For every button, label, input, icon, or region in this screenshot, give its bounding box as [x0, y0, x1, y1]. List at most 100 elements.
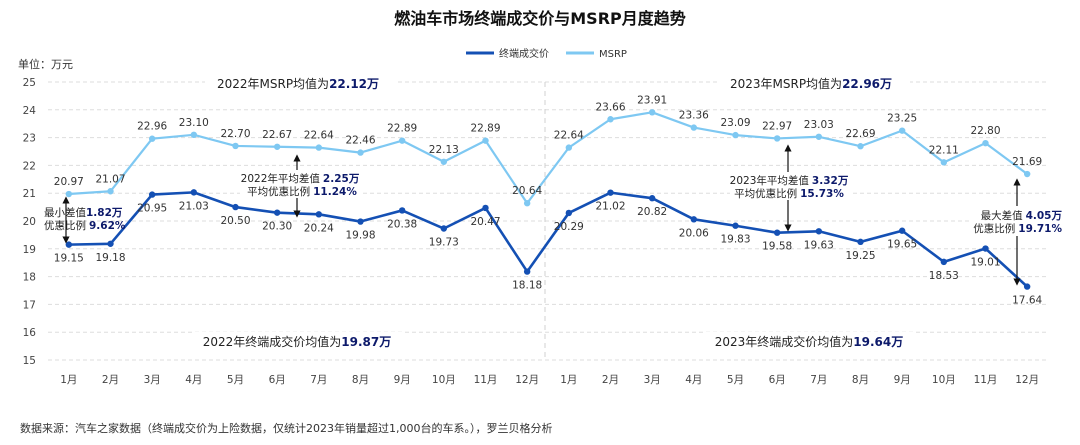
label-msrp-4: 22.70	[220, 128, 250, 140]
x-tick-label-1: 2月	[102, 374, 119, 386]
label-price-23: 17.64	[1012, 295, 1042, 307]
label-msrp-22: 22.80	[970, 125, 1000, 137]
point-price-9	[440, 225, 448, 232]
label-price-1: 19.18	[95, 252, 125, 264]
label-price-11: 18.18	[512, 280, 542, 292]
label-msrp-3: 23.10	[179, 117, 209, 129]
label-msrp-17: 22.97	[762, 120, 792, 132]
y-unit-label: 单位：万元	[18, 57, 73, 71]
x-tick-label-9: 10月	[432, 374, 456, 386]
label-price-3: 21.03	[179, 200, 209, 212]
point-price-16	[732, 222, 739, 229]
source-note: 数据来源：汽车之家数据（终端成交价为上险数据，仅统计2023年销量超过1,000…	[20, 421, 552, 435]
point-msrp-17	[773, 135, 781, 142]
x-tick-label-18: 7月	[810, 374, 827, 386]
point-msrp-16	[732, 131, 739, 139]
data-labels: 19.15 19.18 20.95 21.03 20.50 20.30 20.24 19.98…	[54, 94, 1043, 306]
point-price-22	[982, 245, 989, 252]
min-gap-line2: 优惠比例 9.62%	[44, 219, 126, 232]
label-price-6: 20.24	[304, 222, 334, 234]
x-tick-label-23: 12月	[1015, 374, 1039, 386]
avg-2022-line1: 2022年平均差值 2.25万	[241, 172, 360, 185]
label-price-16: 19.83	[720, 234, 750, 246]
avg-2022-line2: 平均优惠比例 11.24%	[247, 185, 357, 198]
point-msrp-15	[690, 124, 698, 131]
label-msrp-11: 20.64	[512, 185, 542, 197]
x-tick-label-4: 5月	[227, 374, 244, 386]
label-msrp-12: 22.64	[554, 130, 584, 142]
label-price-18: 19.63	[804, 239, 834, 251]
legend-label-msrp: MSRP	[599, 49, 627, 60]
band-bg-msrp-2022	[205, 74, 395, 92]
series-line-price	[68, 191, 1029, 288]
label-price-13: 21.02	[595, 201, 625, 213]
label-price-9: 19.73	[429, 237, 459, 249]
band-msrp-2023: 2023年MSRP均值为22.96万	[730, 76, 892, 91]
x-tick-label-5: 6月	[269, 374, 286, 386]
point-msrp-6	[315, 144, 323, 151]
point-price-12	[565, 209, 573, 217]
label-msrp-0: 20.97	[54, 176, 84, 188]
band-bg-price-2023	[705, 332, 915, 350]
label-price-10: 20.47	[470, 216, 500, 228]
label-price-14: 20.82	[637, 206, 667, 218]
label-msrp-6: 22.64	[304, 130, 334, 142]
y-tick-label-8: 23	[23, 133, 36, 145]
point-price-20	[898, 227, 906, 234]
label-msrp-19: 22.69	[845, 128, 875, 140]
point-msrp-23	[1023, 170, 1031, 178]
x-tick-label-3: 4月	[185, 374, 202, 386]
point-msrp-19	[857, 143, 864, 150]
label-msrp-23: 21.69	[1012, 156, 1042, 168]
x-tick-label-2: 3月	[144, 374, 161, 386]
max-gap-bg	[972, 206, 1068, 236]
avg-2022-bg	[240, 170, 360, 198]
point-price-17	[773, 229, 781, 236]
chart-title: 燃油车市场终端成交价与MSRP月度趋势	[394, 9, 686, 28]
band-bg-msrp-2023	[720, 74, 910, 92]
band-price-2022: 2022年终端成交价均值为19.87万	[203, 334, 392, 349]
label-msrp-15: 23.36	[679, 110, 709, 122]
x-tick-label-6: 7月	[310, 374, 327, 386]
legend-label-price: 终端成交价	[499, 47, 549, 60]
point-price-1	[107, 240, 114, 247]
point-price-23	[1023, 283, 1031, 290]
point-price-11	[523, 268, 531, 275]
y-tick-label-6: 21	[23, 188, 36, 200]
point-price-19	[857, 238, 864, 246]
label-price-8: 20.38	[387, 218, 417, 230]
y-tick-label-7: 22	[23, 160, 36, 172]
label-price-20: 19.65	[887, 239, 917, 251]
label-msrp-10: 22.89	[470, 123, 500, 135]
label-price-0: 19.15	[54, 253, 84, 265]
y-tick-label-0: 15	[23, 355, 36, 367]
y-tick-label-1: 16	[23, 327, 37, 339]
x-axis-ticks: 1月 2月 3月 4月 5月 6月 7月 8月 9月 10月 11月 12月 1月 2月 3月 4月 5月 6月 7…	[60, 374, 1039, 386]
point-price-6	[315, 211, 323, 218]
label-price-4: 20.50	[220, 215, 250, 227]
point-price-7	[357, 218, 364, 225]
x-tick-label-17: 6月	[769, 374, 786, 386]
label-msrp-1: 21.07	[95, 173, 125, 185]
point-msrp-13	[607, 116, 614, 123]
x-tick-label-22: 11月	[974, 374, 998, 386]
point-msrp-3	[190, 131, 198, 139]
x-tick-label-15: 4月	[685, 374, 702, 386]
label-price-22: 19.01	[970, 257, 1000, 269]
point-msrp-20	[898, 127, 906, 134]
band-price-2023: 2023年终端成交价均值为19.64万	[715, 334, 904, 349]
point-price-2	[148, 191, 156, 198]
y-tick-label-9: 24	[23, 105, 37, 117]
y-tick-label-5: 20	[23, 216, 36, 228]
label-price-21: 18.53	[929, 270, 959, 282]
label-msrp-20: 23.25	[887, 113, 917, 125]
point-msrp-4	[232, 142, 239, 150]
series-layer	[65, 109, 1031, 290]
point-msrp-2	[148, 135, 156, 142]
point-msrp-18	[815, 133, 823, 140]
label-price-5: 20.30	[262, 221, 292, 233]
x-tick-label-19: 8月	[852, 374, 869, 386]
label-msrp-16: 23.09	[720, 117, 750, 129]
point-price-5	[273, 209, 281, 216]
